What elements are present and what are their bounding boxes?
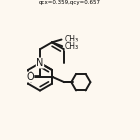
Text: O: O [26,72,34,82]
Text: CH₃: CH₃ [65,42,79,51]
Text: N: N [36,58,44,68]
Text: CH₃: CH₃ [64,35,78,44]
Title: qcx=0.359,qcy=0.657: qcx=0.359,qcy=0.657 [39,0,101,5]
